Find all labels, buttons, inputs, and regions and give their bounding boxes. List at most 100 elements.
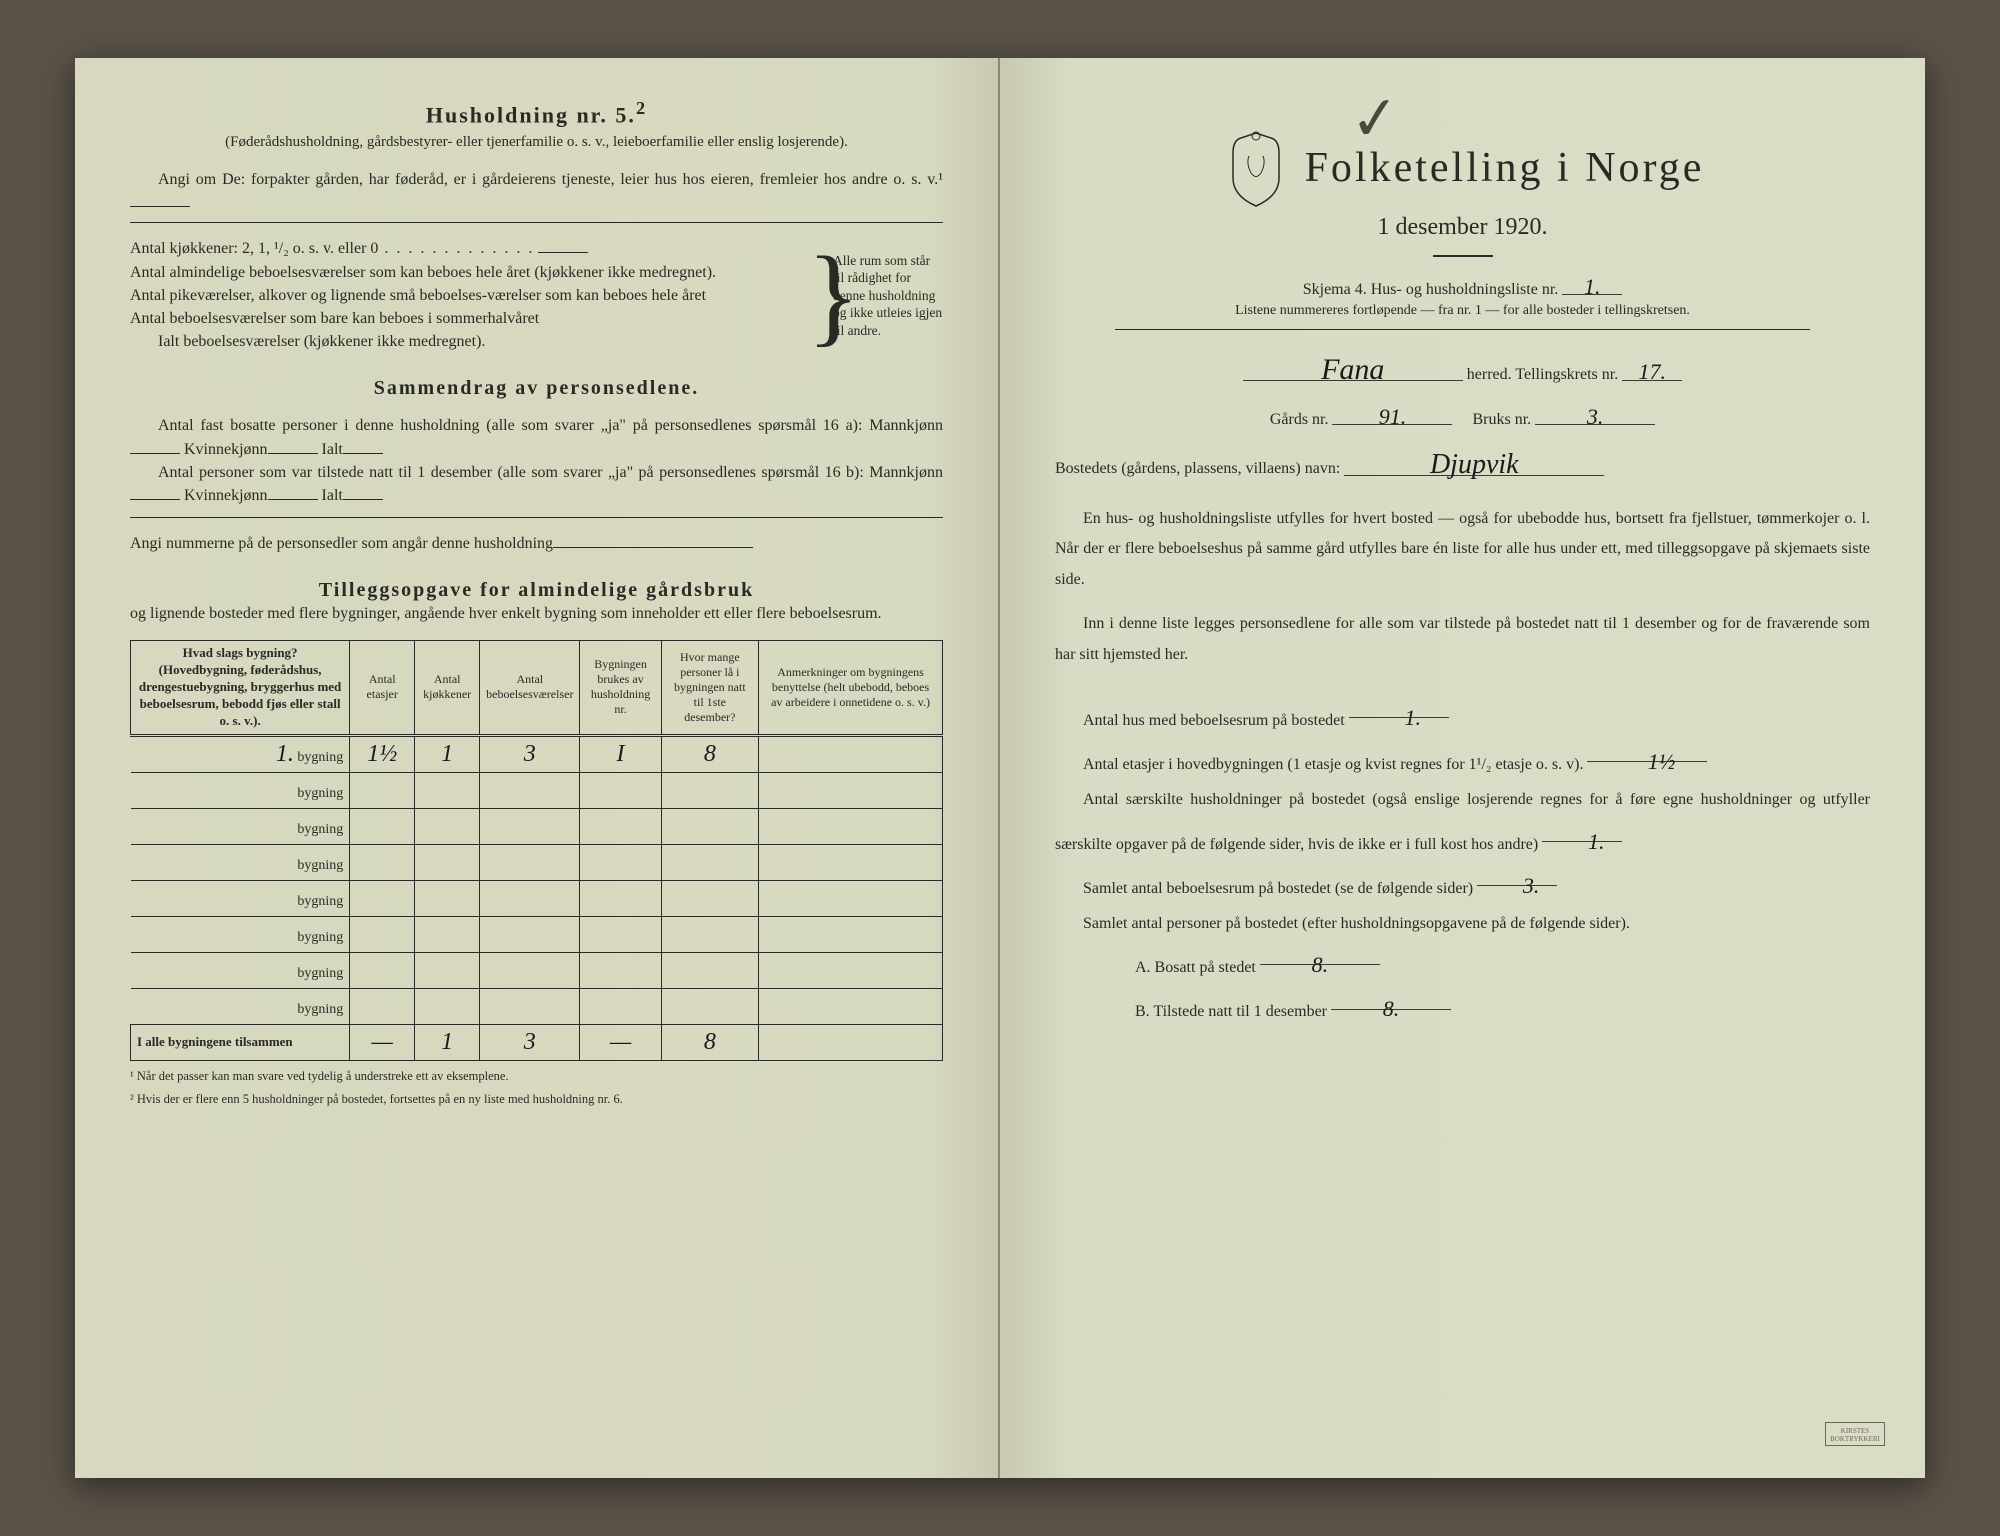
cell-hushold — [580, 916, 661, 952]
table-header-row: Hvad slags bygning? (Hovedbygning, føder… — [131, 640, 943, 735]
cell-etasjer — [350, 772, 415, 808]
main-subtitle: 1 desember 1920. — [1055, 214, 1870, 241]
cell-personer: 8 — [661, 735, 758, 772]
row-label: bygning — [131, 916, 350, 952]
cell-kjokken — [415, 844, 480, 880]
total-c3: 3 — [480, 1024, 580, 1060]
room-questions-block: Antal kjøkkener: 2, 1, ¹/₂ o. s. v. elle… — [130, 237, 943, 353]
cell-bebo: 3 — [480, 735, 580, 772]
q3-row: Antal særskilte husholdninger på bostede… — [1055, 782, 1870, 861]
gard-row: Gårds nr. 91. Bruks nr. 3. — [1055, 401, 1870, 431]
kjokken-label: Antal kjøkkener: 2, 1, ¹/₂ o. s. v. elle… — [130, 240, 378, 257]
th-type: Hvad slags bygning? (Hovedbygning, føder… — [131, 640, 350, 735]
th-anm: Anmerkninger om bygningens benyttelse (h… — [759, 640, 943, 735]
q2-row: Antal etasjer i hovedbygningen (1 etasje… — [1055, 738, 1870, 782]
q1-label: Antal hus med beboelsesrum på bostedet — [1083, 712, 1345, 729]
table-row: bygning — [131, 916, 943, 952]
printer-stamp: KIRSTESBOKTRYKKERI — [1825, 1422, 1885, 1446]
row-label: bygning — [131, 844, 350, 880]
section2-heading: Sammendrag av personsedlene. — [130, 377, 943, 400]
th-personer: Hvor mange personer lå i bygningen natt … — [661, 640, 758, 735]
cell-anm — [759, 735, 943, 772]
cell-personer — [661, 952, 758, 988]
blank — [538, 252, 588, 253]
table-row: bygning — [131, 844, 943, 880]
cell-bebo — [480, 808, 580, 844]
total-c4: — — [580, 1024, 661, 1060]
p3: Angi nummerne på de personsedler som ang… — [130, 535, 553, 552]
brace-icon: } — [807, 240, 825, 350]
cell-bebo — [480, 772, 580, 808]
p1a: Antal fast bosatte personer i denne hush… — [158, 417, 943, 434]
persons-row2: Antal personer som var tilstede natt til… — [130, 461, 943, 507]
cell-bebo — [480, 844, 580, 880]
persons-row1: Antal fast bosatte personer i denne hush… — [130, 414, 943, 460]
q2-row: Antal pikeværelser, alkover og lignende … — [130, 284, 799, 307]
cell-personer — [661, 808, 758, 844]
q4-value: 3. — [1477, 862, 1557, 886]
blank — [268, 499, 318, 500]
table-row: 1. bygning1½13I8 — [131, 735, 943, 772]
th-bebo: Antal beboelsesværelser — [480, 640, 580, 735]
kjokken-row: Antal kjøkkener: 2, 1, ¹/₂ o. s. v. elle… — [130, 237, 799, 260]
bosted-value: Djupvik — [1344, 445, 1604, 476]
heading-sup: 2 — [636, 98, 647, 118]
divider — [1115, 329, 1810, 330]
table-row: bygning — [131, 988, 943, 1024]
heading-text: Husholdning nr. 5. — [426, 102, 636, 127]
bosted-label: Bostedets (gårdens, plassens, villaens) … — [1055, 460, 1340, 477]
cell-kjokken: 1 — [415, 735, 480, 772]
qA-value: 8. — [1260, 941, 1380, 965]
bosted-row: Bostedets (gårdens, plassens, villaens) … — [1055, 445, 1870, 480]
cell-hushold — [580, 808, 661, 844]
q3-value: 1. — [1542, 818, 1622, 842]
herred-row: Fana herred. Tellingskrets nr. 17. — [1055, 348, 1870, 386]
herred-label: herred. Tellingskrets nr. — [1467, 366, 1618, 383]
krets-value: 17. — [1622, 356, 1682, 380]
q2-value: 1½ — [1587, 738, 1707, 762]
left-page: Husholdning nr. 5.2 (Føderådshusholdning… — [75, 58, 1000, 1478]
blank — [130, 453, 180, 454]
cell-personer — [661, 844, 758, 880]
building-table: Hvad slags bygning? (Hovedbygning, føder… — [130, 640, 943, 1061]
blank-line — [130, 206, 190, 207]
table-total-row: I alle bygningene tilsammen — 1 3 — 8 — [131, 1024, 943, 1060]
divider — [130, 222, 943, 223]
document-spread: Husholdning nr. 5.2 (Føderådshusholdning… — [75, 58, 1925, 1478]
p1c: Ialt — [322, 441, 343, 458]
q4-row: Ialt beboelsesværelser (kjøkkener ikke m… — [130, 330, 799, 353]
blank — [343, 453, 383, 454]
cell-anm — [759, 988, 943, 1024]
cell-etasjer: 1½ — [350, 735, 415, 772]
cell-kjokken — [415, 772, 480, 808]
intro2-text: Angi om De: forpakter gården, har føderå… — [158, 171, 943, 188]
bruk-value: 3. — [1535, 401, 1655, 425]
sidenote: Alle rum som står til rådighet for denne… — [833, 252, 943, 340]
foot1: Når det passer kan man svare ved tydelig… — [137, 1069, 509, 1083]
footnote1: ¹ Når det passer kan man svare ved tydel… — [130, 1069, 943, 1084]
para1: En hus- og husholdningsliste utfylles fo… — [1055, 504, 1870, 595]
skjema-row: Skjema 4. Hus- og husholdningsliste nr. … — [1055, 271, 1870, 301]
skjema-value: 1. — [1562, 271, 1622, 295]
foot2: Hvis der er flere enn 5 husholdninger på… — [137, 1092, 623, 1106]
cell-personer — [661, 772, 758, 808]
cell-etasjer — [350, 988, 415, 1024]
cell-bebo — [480, 952, 580, 988]
total-label: I alle bygningene tilsammen — [131, 1024, 350, 1060]
qA-label: A. Bosatt på stedet — [1135, 959, 1256, 976]
cell-bebo — [480, 988, 580, 1024]
section3-heading: Tilleggsopgave for almindelige gårdsbruk — [130, 579, 943, 602]
table-row: bygning — [131, 952, 943, 988]
cell-hushold — [580, 880, 661, 916]
blank — [268, 453, 318, 454]
row-label: bygning — [131, 880, 350, 916]
intro-instruction: Angi om De: forpakter gården, har føderå… — [130, 168, 943, 214]
qA-row: A. Bosatt på stedet 8. — [1135, 941, 1870, 985]
p2c: Ialt — [322, 487, 343, 504]
skjema-label: Skjema 4. Hus- og husholdningsliste nr. — [1303, 281, 1559, 298]
p2b: Kvinnekjønn — [184, 487, 268, 504]
cell-hushold — [580, 952, 661, 988]
p1b: Kvinnekjønn — [184, 441, 268, 458]
q1-row: Antal almindelige beboelsesværelser som … — [130, 261, 799, 284]
total-c1: — — [350, 1024, 415, 1060]
